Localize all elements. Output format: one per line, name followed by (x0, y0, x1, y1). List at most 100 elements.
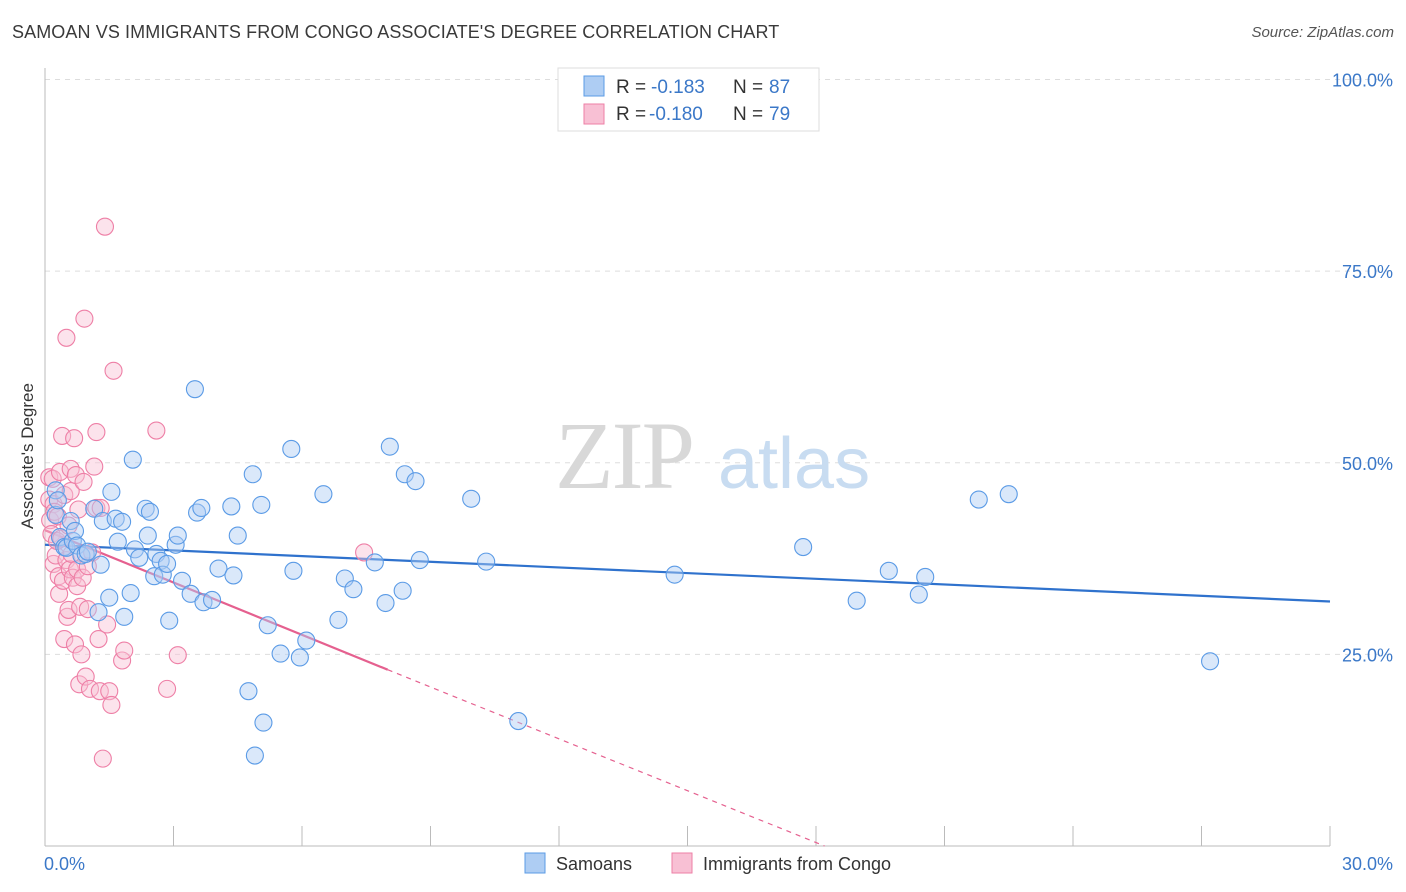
correlation-legend: R = -0.183 N = 87 R = -0.180 N = 79 (557, 67, 820, 132)
y-axis-label: Associate's Degree (18, 383, 37, 529)
data-point-congo (50, 462, 70, 481)
data-point-congo (65, 429, 84, 448)
data-point-samoans (121, 584, 140, 603)
data-point-samoans (209, 559, 228, 578)
bottom-legend-swatch-congo[interactable] (671, 852, 693, 874)
legend-n-label-1: N = (733, 77, 763, 98)
data-point-samoans (125, 540, 144, 559)
data-point-congo (158, 679, 177, 698)
data-point-congo (102, 695, 121, 715)
data-point-samoans (222, 497, 241, 516)
data-point-congo (61, 482, 80, 501)
data-point-congo (63, 568, 82, 587)
data-point-samoans (410, 551, 429, 570)
legend-r-value-2: -0.180 (649, 104, 703, 125)
data-point-samoans (999, 485, 1018, 504)
data-point-congo (43, 469, 62, 488)
data-point-congo (89, 629, 108, 649)
data-point-samoans (329, 610, 348, 629)
data-point-congo (98, 615, 117, 634)
data-point-congo (100, 682, 119, 701)
y-tick-label: 75.0% (1342, 262, 1393, 282)
data-point-samoans (123, 450, 142, 469)
data-point-samoans (252, 495, 271, 514)
data-point-samoans (282, 439, 301, 459)
x-tick-label-min: 0.0% (44, 854, 85, 874)
data-point-congo (65, 635, 85, 654)
data-point-samoans (258, 616, 277, 635)
data-point-samoans (462, 489, 481, 508)
data-point-samoans (395, 465, 414, 484)
data-point-congo (58, 607, 77, 626)
y-tick-labels: 25.0% 50.0% 75.0% 100.0% (1332, 71, 1393, 666)
data-point-samoans (228, 526, 247, 545)
data-point-samoans (847, 591, 866, 610)
x-tick-marks (44, 826, 1331, 846)
legend-swatch-samoans (583, 75, 605, 97)
data-point-samoans (57, 538, 76, 557)
data-point-samoans (160, 611, 179, 630)
data-point-samoans (243, 465, 262, 484)
data-point-samoans (115, 607, 134, 626)
data-point-samoans (61, 511, 80, 531)
data-point-samoans (509, 712, 528, 731)
data-point-congo (75, 309, 94, 328)
data-point-congo (66, 465, 85, 485)
data-point-congo (57, 328, 76, 347)
data-point-congo (115, 641, 134, 660)
bottom-legend-label-congo[interactable]: Immigrants from Congo (703, 854, 891, 874)
data-point-samoans (477, 552, 496, 571)
data-point-samoans (284, 561, 303, 580)
y-tick-label: 25.0% (1342, 645, 1393, 665)
legend-r-label-2: R = (616, 104, 646, 125)
data-point-samoans (181, 584, 200, 603)
data-point-samoans (91, 555, 110, 574)
data-point-congo (78, 600, 97, 619)
trend-line-congo (44, 529, 389, 671)
data-point-samoans (185, 380, 204, 399)
source-credit: Source: ZipAtlas.com (1251, 24, 1394, 41)
data-point-congo (74, 472, 93, 491)
data-point-samoans (130, 548, 149, 567)
data-point-samoans (254, 713, 273, 732)
data-point-congo (168, 646, 187, 665)
data-point-congo (147, 421, 166, 440)
congo-points (40, 217, 374, 768)
y-tick-label: 50.0% (1342, 454, 1393, 474)
data-point-samoans (393, 581, 412, 600)
bottom-legend-swatch-samoans[interactable] (524, 852, 546, 874)
data-point-samoans (794, 538, 813, 557)
legend-swatch-congo (583, 103, 605, 125)
data-point-samoans (78, 542, 97, 561)
data-point-samoans (969, 490, 988, 509)
data-point-samoans (173, 571, 192, 590)
data-point-samoans (879, 561, 898, 580)
data-point-congo (55, 629, 74, 649)
data-point-congo (104, 361, 123, 380)
data-point-samoans (245, 746, 264, 765)
legend-n-value-1: 87 (769, 77, 790, 98)
watermark: ZIP atlas (555, 402, 870, 509)
data-point-samoans (168, 526, 187, 545)
data-point-samoans (909, 585, 928, 604)
y-tick-label: 100.0% (1332, 71, 1393, 91)
bottom-legend-label-samoans[interactable]: Samoans (556, 854, 632, 874)
legend-n-value-2: 79 (769, 104, 790, 125)
data-point-samoans (406, 472, 425, 491)
data-point-samoans (203, 590, 222, 610)
chart-title: SAMOAN VS IMMIGRANTS FROM CONGO ASSOCIAT… (12, 22, 780, 42)
data-point-congo (95, 217, 115, 236)
data-point-samoans (271, 644, 290, 663)
samoans-points (46, 380, 1220, 765)
data-point-congo (73, 568, 92, 587)
data-point-samoans (158, 554, 177, 573)
data-point-samoans (224, 566, 243, 585)
data-point-samoans (65, 521, 85, 541)
data-point-congo (53, 571, 73, 590)
data-point-samoans (153, 565, 172, 584)
data-point-samoans (916, 567, 935, 587)
trend-line-samoans (44, 543, 1331, 603)
data-point-samoans (297, 631, 316, 650)
trend-lines (44, 529, 1331, 847)
